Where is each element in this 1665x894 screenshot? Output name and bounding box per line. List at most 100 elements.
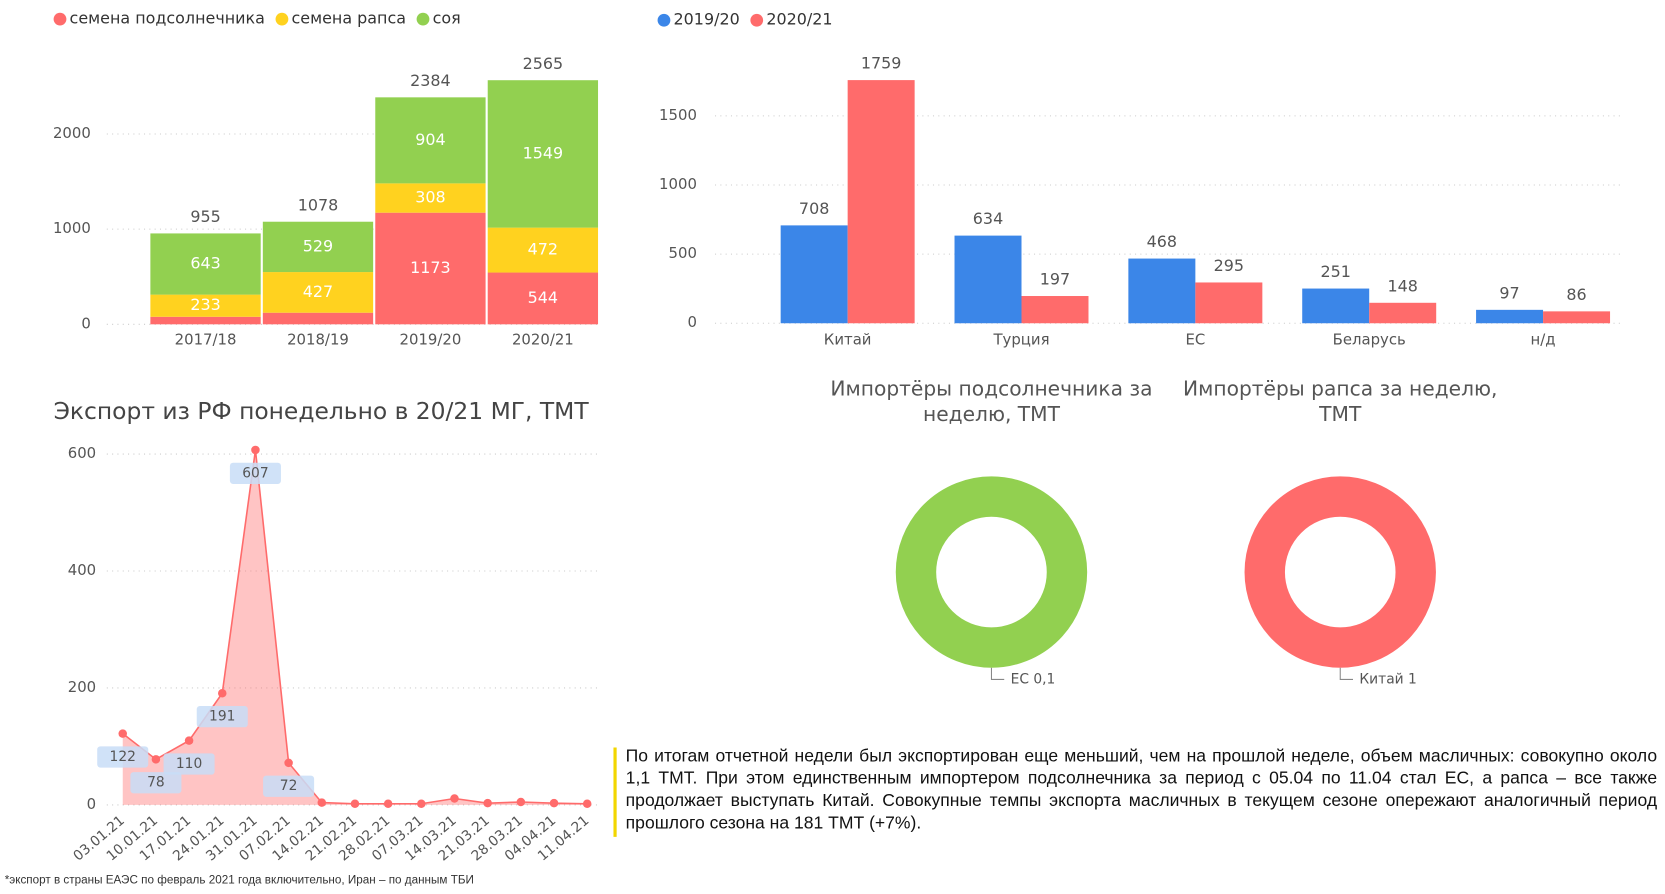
data-label: 233 xyxy=(190,295,220,314)
data-label: 708 xyxy=(799,199,829,218)
data-label: 72 xyxy=(280,778,298,794)
y-tick-label: 0 xyxy=(687,313,696,331)
bar xyxy=(1476,309,1544,324)
data-label: 308 xyxy=(415,188,445,207)
x-tick-label: 2017/18 xyxy=(175,330,237,348)
data-label-box xyxy=(163,753,215,775)
data-label-box xyxy=(196,705,248,728)
data-label-group: 122 xyxy=(97,746,149,768)
total-label: 955 xyxy=(190,207,220,226)
data-label: 197 xyxy=(1040,270,1070,289)
data-label-group: 78 xyxy=(130,772,182,794)
bar-segment xyxy=(262,312,374,325)
bar-segment xyxy=(375,97,486,184)
point xyxy=(582,799,592,809)
legend-marker xyxy=(53,12,67,26)
y-tick-label: 2000 xyxy=(53,124,91,142)
data-label: 472 xyxy=(528,240,558,259)
y-tick-label: 400 xyxy=(68,561,96,579)
y-tick-label: 1000 xyxy=(659,175,697,193)
x-tick-label: 2019/20 xyxy=(400,330,462,348)
y-tick-label: 200 xyxy=(68,678,96,696)
data-label: 607 xyxy=(242,465,268,481)
data-label: 251 xyxy=(1321,262,1351,281)
data-label-group: 72 xyxy=(263,775,315,797)
data-label: 1759 xyxy=(861,54,902,73)
point xyxy=(218,688,227,698)
data-label: 544 xyxy=(528,288,558,307)
x-tick-label: н/д xyxy=(1531,330,1556,348)
data-label-box xyxy=(229,462,281,484)
total-label: 2565 xyxy=(523,54,564,73)
y-tick-label: 1000 xyxy=(53,219,91,237)
data-label: 191 xyxy=(209,709,235,725)
paragraph: По итогам отчетной недели был экспортиро… xyxy=(625,746,1658,833)
slice-category: Китай xyxy=(1359,671,1403,687)
data-label-box xyxy=(130,772,182,794)
point xyxy=(317,798,327,807)
data-label: 643 xyxy=(190,254,220,273)
data-label-box xyxy=(97,746,149,768)
point xyxy=(251,445,260,455)
bar xyxy=(1302,288,1370,324)
x-tick-label: Турция xyxy=(992,330,1049,348)
legend-label: 2020/21 xyxy=(766,10,832,29)
chart-title-box: Импортёры подсолнечника за неделю, ТМТ xyxy=(830,377,1152,426)
total-label: 1078 xyxy=(298,195,339,214)
bar-segment xyxy=(262,221,374,273)
x-tick-label: ЕС xyxy=(1185,330,1205,348)
slice-value: 0,1 xyxy=(1033,671,1055,687)
data-label: 148 xyxy=(1387,276,1417,295)
bar xyxy=(1195,282,1263,324)
point xyxy=(549,798,559,808)
point xyxy=(284,758,293,768)
data-label: 295 xyxy=(1214,256,1244,275)
data-label: 427 xyxy=(303,282,333,301)
point xyxy=(417,799,426,809)
data-label: 634 xyxy=(973,209,1003,228)
data-label-group: 191 xyxy=(196,705,248,728)
bar-segment xyxy=(487,272,599,325)
total-label: 2384 xyxy=(410,71,451,90)
data-label: 1549 xyxy=(523,143,564,162)
y-tick-label: 1500 xyxy=(659,106,697,124)
legend-label: соя xyxy=(433,9,461,28)
data-label: 110 xyxy=(176,756,202,772)
slice-value: 1 xyxy=(1408,671,1417,687)
data-label-group: 607 xyxy=(229,462,281,484)
legend-marker xyxy=(416,12,430,26)
bar xyxy=(1128,258,1196,324)
bar-segment xyxy=(262,272,374,313)
slice-label: ЕС 0,1 xyxy=(1011,671,1056,687)
point xyxy=(184,736,194,745)
bar-segment xyxy=(150,233,261,295)
point xyxy=(483,798,492,808)
data-label: 529 xyxy=(303,236,333,255)
leader-line xyxy=(990,667,1005,680)
legend-marker xyxy=(657,13,671,27)
data-label: 97 xyxy=(1499,283,1519,302)
donut-slice xyxy=(895,476,1088,668)
x-tick-label: 2018/19 xyxy=(287,330,349,348)
chart-title: Экспорт из РФ понедельно в 20/21 МГ, ТМТ xyxy=(54,397,590,425)
legend-label: 2019/20 xyxy=(674,10,740,29)
bar xyxy=(780,225,848,324)
legend-marker xyxy=(275,12,289,26)
bar-segment xyxy=(487,227,599,273)
data-label: 1173 xyxy=(410,258,451,277)
slice-label: Китай 1 xyxy=(1359,671,1416,687)
bar xyxy=(1369,302,1437,324)
x-tick-label: 2020/21 xyxy=(512,330,574,348)
legend-marker xyxy=(750,13,764,27)
bar xyxy=(847,80,915,324)
donut-slice xyxy=(1244,476,1436,668)
data-label-group: 110 xyxy=(163,753,215,775)
footnote: *экспорт в страны ЕАЭС по февраль 2021 г… xyxy=(5,874,474,887)
data-label: 904 xyxy=(415,130,445,149)
x-tick-label: Китай xyxy=(824,330,872,348)
data-label: 122 xyxy=(110,749,136,765)
bar xyxy=(1021,296,1089,324)
chart-title: Импортёры рапса за неделю, ТМТ xyxy=(1183,377,1498,427)
